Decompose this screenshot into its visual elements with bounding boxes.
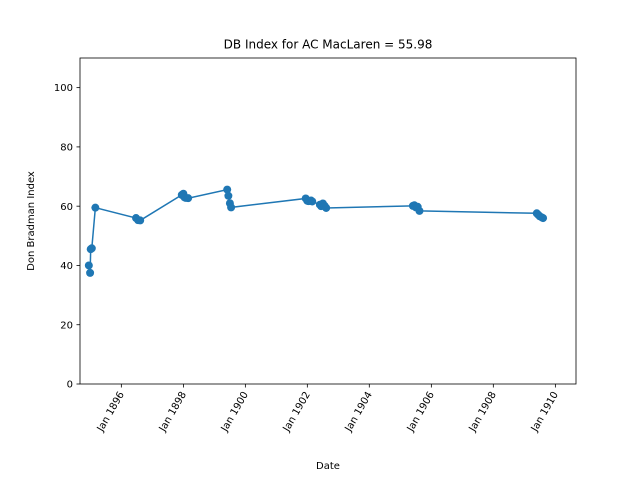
y-axis-label: Don Bradman Index	[26, 171, 37, 271]
series-layer	[84, 185, 548, 277]
y-tick-label: 80	[60, 143, 73, 154]
chart-title: DB Index for AC MacLaren = 55.98	[224, 38, 433, 52]
data-point	[227, 203, 236, 212]
data-point	[322, 203, 331, 212]
data-point	[184, 194, 193, 203]
y-tick-label: 100	[54, 83, 73, 94]
x-axis-label: Date	[316, 461, 340, 472]
y-tick-label: 60	[60, 202, 73, 213]
data-point	[224, 191, 233, 200]
data-point	[84, 261, 93, 270]
data-point	[91, 203, 100, 212]
y-tick-label: 0	[67, 380, 73, 391]
data-point	[87, 244, 96, 253]
data-point	[86, 268, 95, 277]
data-point	[223, 185, 232, 194]
data-point	[539, 214, 548, 223]
y-tick-label: 40	[60, 261, 73, 272]
data-point	[415, 206, 424, 215]
y-tick-label: 20	[60, 320, 73, 331]
data-point	[136, 216, 145, 225]
plot-frame	[79, 57, 577, 385]
data-point	[308, 197, 317, 206]
